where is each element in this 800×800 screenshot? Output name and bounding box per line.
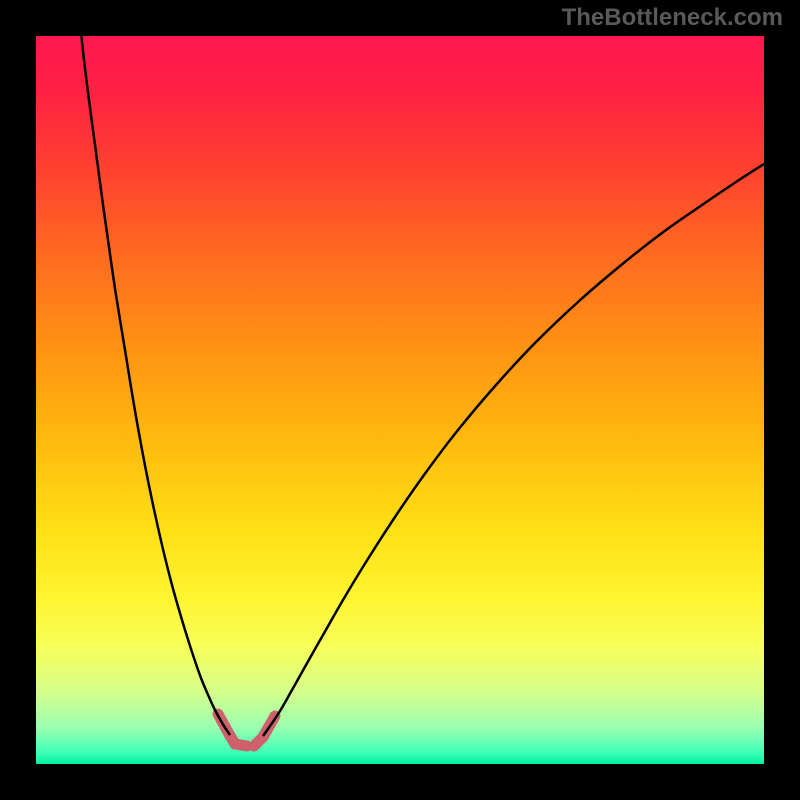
curve-left: [80, 23, 230, 735]
chart-frame: TheBottleneck.com: [0, 0, 800, 800]
curve-overlay: [0, 0, 800, 800]
valley-segment-2: [235, 744, 247, 746]
curve-right: [263, 164, 764, 736]
